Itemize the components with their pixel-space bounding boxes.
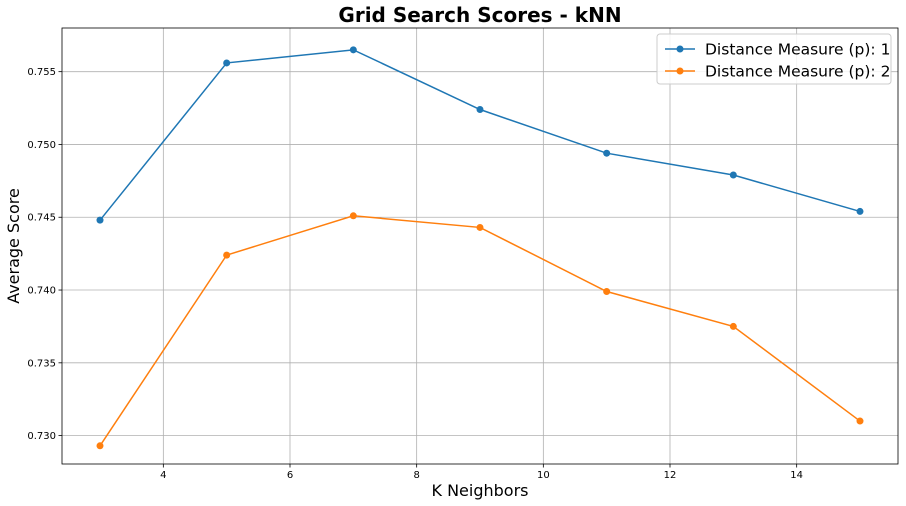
data-point-series-1 bbox=[349, 46, 357, 54]
data-point-series-2 bbox=[603, 287, 611, 295]
data-point-series-2 bbox=[223, 251, 231, 259]
x-tick-label: 12 bbox=[664, 470, 677, 481]
x-tick-label: 14 bbox=[790, 470, 803, 481]
y-tick-label: 0.750 bbox=[27, 140, 56, 151]
legend: Distance Measure (p): 1 Distance Measure … bbox=[656, 33, 892, 85]
data-point-series-1 bbox=[603, 149, 611, 157]
data-point-series-1 bbox=[729, 171, 737, 179]
x-tick-label: 8 bbox=[413, 470, 419, 481]
legend-label-2: Distance Measure (p): 2 bbox=[705, 63, 890, 81]
data-point-series-1 bbox=[476, 106, 484, 114]
data-point-series-2 bbox=[856, 417, 864, 425]
data-point-series-1 bbox=[856, 207, 864, 215]
legend-box bbox=[656, 33, 892, 85]
y-tick-label: 0.735 bbox=[27, 358, 56, 369]
plot-frame bbox=[61, 27, 899, 465]
y-axis-label: Average Score bbox=[4, 188, 23, 304]
legend-marker-2 bbox=[676, 67, 684, 75]
data-point-series-2 bbox=[476, 223, 484, 231]
data-point-series-2 bbox=[96, 442, 104, 450]
data-point-series-2 bbox=[349, 212, 357, 220]
y-tick-label: 0.745 bbox=[27, 213, 56, 224]
y-tick-label: 0.740 bbox=[27, 286, 56, 297]
legend-marker-1 bbox=[676, 45, 684, 53]
y-tick-label: 0.755 bbox=[27, 67, 56, 78]
chart-title: Grid Search Scores - kNN bbox=[338, 3, 621, 27]
x-tick-label: 10 bbox=[537, 470, 550, 481]
data-point-series-2 bbox=[729, 322, 737, 330]
legend-label-1: Distance Measure (p): 1 bbox=[705, 41, 890, 59]
x-tick-label: 6 bbox=[287, 470, 293, 481]
plot-area: 4 6 8 10 12 14 0.730 0.735 0.740 0.745 0.750 0.755 bbox=[27, 27, 899, 481]
y-tick-label: 0.730 bbox=[27, 431, 56, 442]
data-point-series-1 bbox=[223, 59, 231, 67]
data-point-series-1 bbox=[96, 216, 104, 224]
x-tick-label: 4 bbox=[160, 470, 166, 481]
x-axis-label: K Neighbors bbox=[432, 481, 529, 500]
